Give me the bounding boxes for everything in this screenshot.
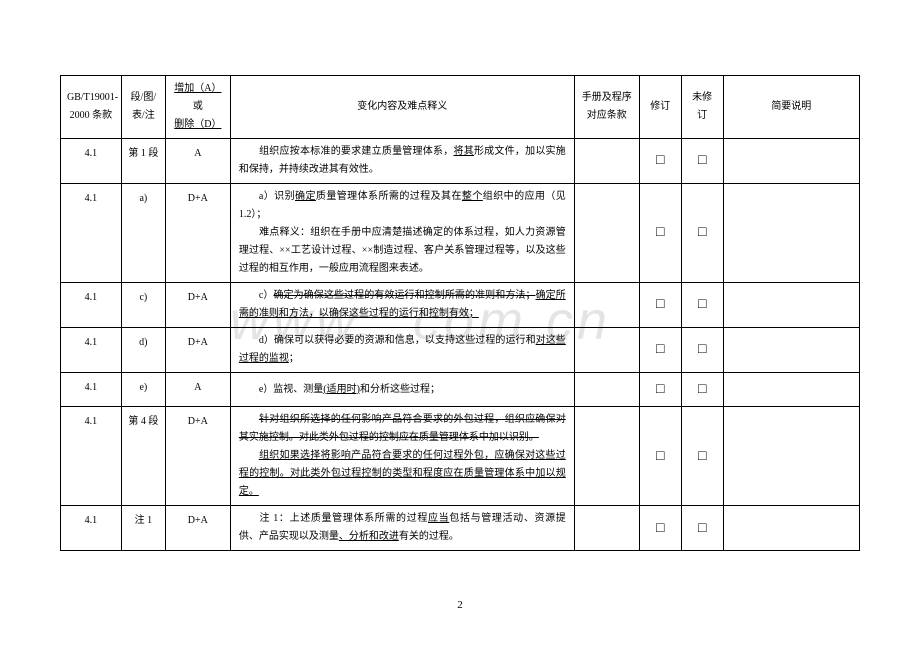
cell-manual xyxy=(574,328,639,373)
cell-clause: 4.1 xyxy=(61,184,122,283)
cell-segment: 第 4 段 xyxy=(121,407,165,506)
cell-segment: e) xyxy=(121,373,165,407)
table-row: 4.1第 4 段D+A针对组织所选择的任何影响产品符合要求的外包过程，组织应确保… xyxy=(61,407,860,506)
table-row: 4.1第 1 段A组织应按本标准的要求建立质量管理体系，将其形成文件，加以实施和… xyxy=(61,139,860,184)
cell-manual xyxy=(574,283,639,328)
page-number: 2 xyxy=(0,599,920,611)
table-row: 4.1e)Ae）监视、测量(适用时)和分析这些过程； □□ xyxy=(61,373,860,407)
cell-unrevised-checkbox[interactable]: □ xyxy=(681,283,723,328)
table-row: 4.1a)D+Aa）识别确定质量管理体系所需的过程及其在整个组织中的应用（见 1… xyxy=(61,184,860,283)
cell-revised-checkbox[interactable]: □ xyxy=(639,139,681,184)
cell-revised-checkbox[interactable]: □ xyxy=(639,283,681,328)
cell-op: D+A xyxy=(165,184,230,283)
header-clause: GB/T19001-2000 条款 xyxy=(61,76,122,139)
cell-op: D+A xyxy=(165,407,230,506)
cell-manual xyxy=(574,184,639,283)
cell-content: 注 1：上述质量管理体系所需的过程应当包括与管理活动、资源提供、产品实现以及测量… xyxy=(230,506,574,551)
cell-content: 针对组织所选择的任何影响产品符合要求的外包过程，组织应确保对其实施控制。对此类外… xyxy=(230,407,574,506)
cell-revised-checkbox[interactable]: □ xyxy=(639,328,681,373)
cell-content: e）监视、测量(适用时)和分析这些过程； xyxy=(230,373,574,407)
cell-segment: 注 1 xyxy=(121,506,165,551)
header-note: 简要说明 xyxy=(723,76,859,139)
cell-revised-checkbox[interactable]: □ xyxy=(639,506,681,551)
cell-clause: 4.1 xyxy=(61,506,122,551)
header-row: GB/T19001-2000 条款 段/图/表/注 增加（A） 或 删除（D） … xyxy=(61,76,860,139)
header-manual: 手册及程序对应条款 xyxy=(574,76,639,139)
cell-note xyxy=(723,407,859,506)
cell-unrevised-checkbox[interactable]: □ xyxy=(681,328,723,373)
cell-manual xyxy=(574,373,639,407)
cell-segment: c) xyxy=(121,283,165,328)
table-row: 4.1d)D+Ad）确保可以获得必要的资源和信息，以支持这些过程的运行和对这些过… xyxy=(61,328,860,373)
main-table: GB/T19001-2000 条款 段/图/表/注 增加（A） 或 删除（D） … xyxy=(60,75,860,551)
cell-clause: 4.1 xyxy=(61,373,122,407)
cell-note xyxy=(723,139,859,184)
cell-op: A xyxy=(165,139,230,184)
cell-unrevised-checkbox[interactable]: □ xyxy=(681,184,723,283)
cell-clause: 4.1 xyxy=(61,407,122,506)
cell-content: d）确保可以获得必要的资源和信息，以支持这些过程的运行和对这些过程的监视； xyxy=(230,328,574,373)
cell-revised-checkbox[interactable]: □ xyxy=(639,184,681,283)
cell-op: D+A xyxy=(165,283,230,328)
cell-segment: d) xyxy=(121,328,165,373)
cell-unrevised-checkbox[interactable]: □ xyxy=(681,373,723,407)
cell-op: A xyxy=(165,373,230,407)
cell-clause: 4.1 xyxy=(61,139,122,184)
header-segment: 段/图/表/注 xyxy=(121,76,165,139)
table-row: 4.1c)D+Ac）确定为确保这些过程的有效运行和控制所需的准则和方法；确定所需… xyxy=(61,283,860,328)
cell-clause: 4.1 xyxy=(61,328,122,373)
cell-manual xyxy=(574,139,639,184)
cell-unrevised-checkbox[interactable]: □ xyxy=(681,506,723,551)
cell-unrevised-checkbox[interactable]: □ xyxy=(681,139,723,184)
cell-op: D+A xyxy=(165,506,230,551)
cell-segment: 第 1 段 xyxy=(121,139,165,184)
cell-content: c）确定为确保这些过程的有效运行和控制所需的准则和方法；确定所需的准则和方法，以… xyxy=(230,283,574,328)
cell-manual xyxy=(574,407,639,506)
cell-content: a）识别确定质量管理体系所需的过程及其在整个组织中的应用（见 1.2）；难点释义… xyxy=(230,184,574,283)
cell-note xyxy=(723,328,859,373)
header-op: 增加（A） 或 删除（D） xyxy=(165,76,230,139)
cell-note xyxy=(723,283,859,328)
cell-unrevised-checkbox[interactable]: □ xyxy=(681,407,723,506)
cell-note xyxy=(723,373,859,407)
page-content: GB/T19001-2000 条款 段/图/表/注 增加（A） 或 删除（D） … xyxy=(0,0,920,551)
cell-manual xyxy=(574,506,639,551)
header-unrevised: 未修订 xyxy=(681,76,723,139)
header-revised: 修订 xyxy=(639,76,681,139)
cell-clause: 4.1 xyxy=(61,283,122,328)
cell-note xyxy=(723,506,859,551)
cell-revised-checkbox[interactable]: □ xyxy=(639,373,681,407)
cell-content: 组织应按本标准的要求建立质量管理体系，将其形成文件，加以实施和保持，并持续改进其… xyxy=(230,139,574,184)
cell-segment: a) xyxy=(121,184,165,283)
cell-revised-checkbox[interactable]: □ xyxy=(639,407,681,506)
cell-note xyxy=(723,184,859,283)
cell-op: D+A xyxy=(165,328,230,373)
table-row: 4.1注 1D+A注 1：上述质量管理体系所需的过程应当包括与管理活动、资源提供… xyxy=(61,506,860,551)
header-content: 变化内容及难点释义 xyxy=(230,76,574,139)
